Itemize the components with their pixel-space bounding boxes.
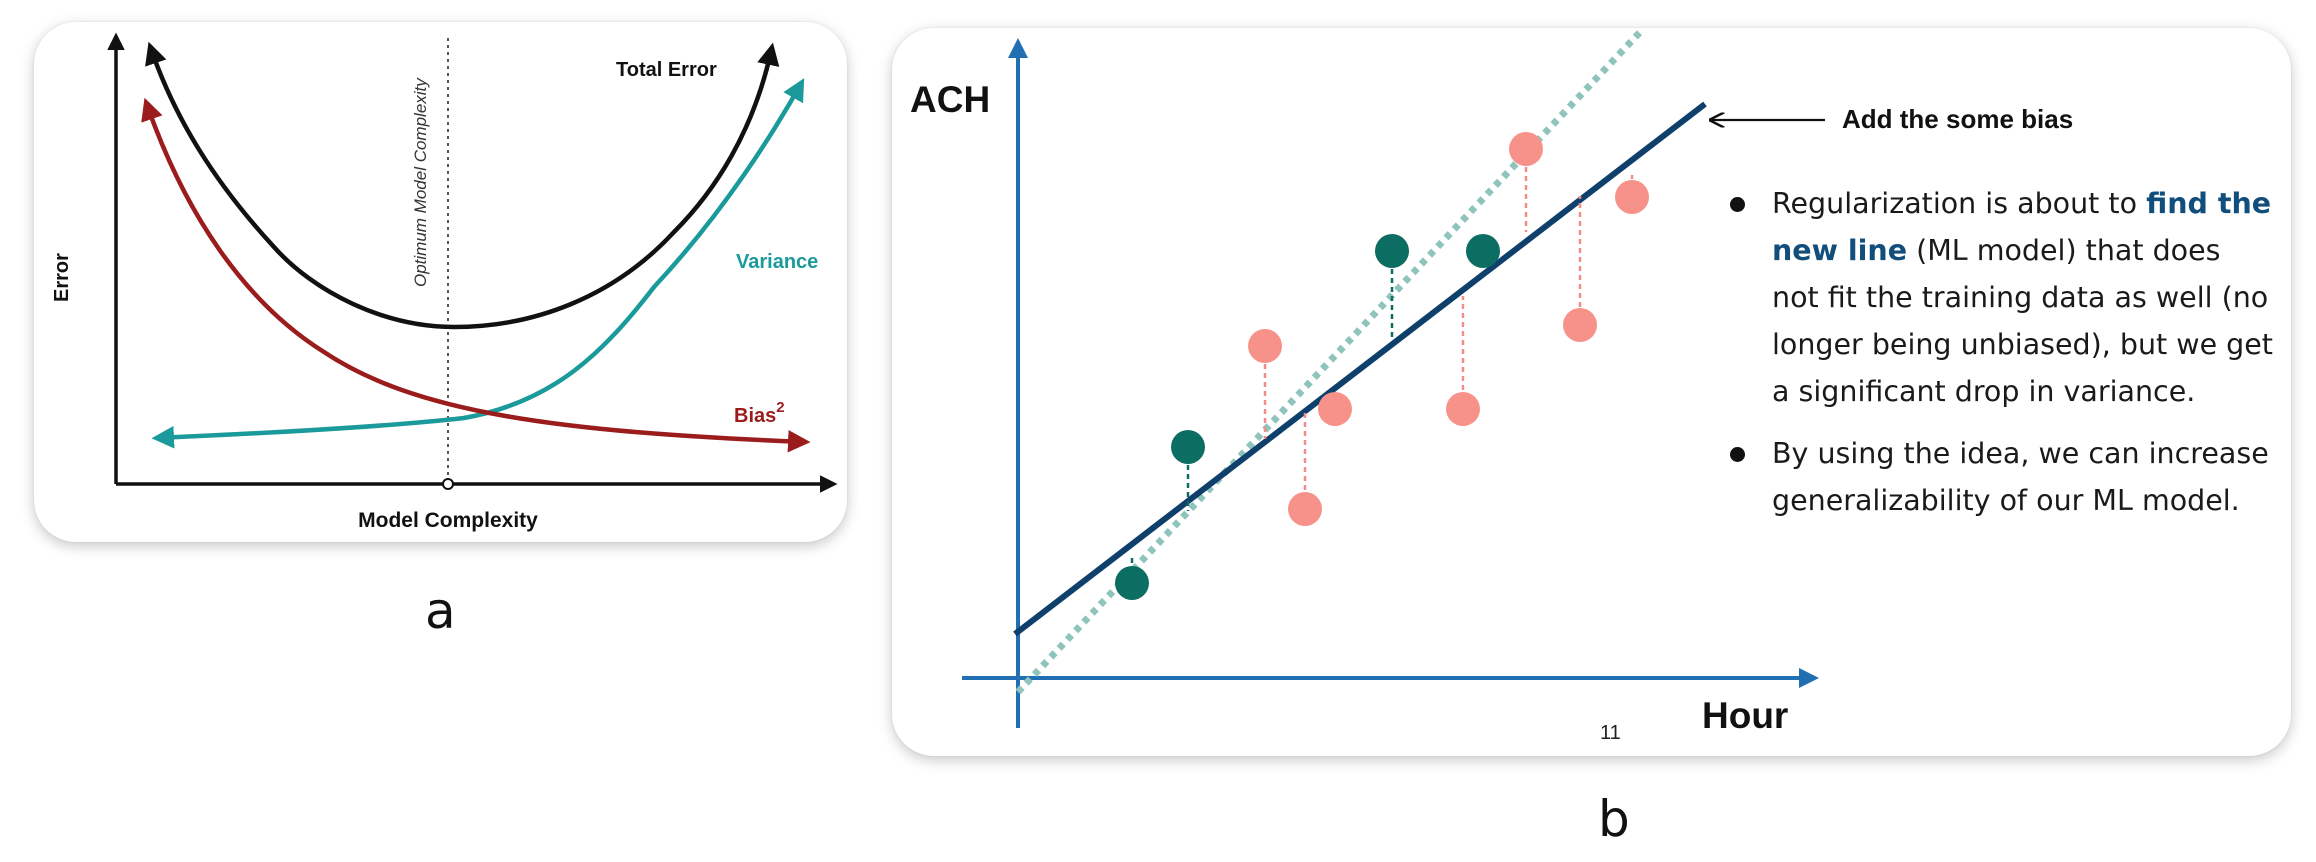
panel-b-card [892,28,2291,756]
test-point [1446,392,1480,426]
bullet-dot [1730,447,1745,462]
model-complexity-label: Model Complexity [358,509,538,532]
test-point [1248,329,1282,363]
test-point [1288,492,1322,526]
test-point [1509,132,1543,166]
new-line [1013,101,1707,637]
ach-axis-label: ACH [910,79,990,120]
bias-label: Bias2 [734,399,785,427]
bullet-item: Regularization is about to find the new … [1730,180,2275,415]
train-point [1375,234,1409,268]
train-point [1115,566,1149,600]
optimum-marker [442,478,454,490]
panel-a-diagram: Optimum Model Complexity Error Model Com… [51,32,838,532]
train-point [1171,430,1205,464]
hour-axis-label: Hour [1702,695,1788,736]
train-point [1466,234,1500,268]
fitted-line [1015,27,1645,695]
bullet-text: (ML model) that does not fit the trainin… [1772,234,2273,408]
caption-a: a [425,582,456,640]
page-number: 11 [1600,722,1621,744]
panel-a-card: Optimum Model Complexity Error Model Com… [34,22,847,542]
bullet-item: By using the idea, we can increase gener… [1730,430,2275,524]
caption-b: b [1598,790,1630,848]
error-axis-label: Error [51,253,73,302]
bullet-text: By using the idea, we can increase gener… [1772,437,2269,517]
test-point [1563,308,1597,342]
highlight-text: find the new line [1772,187,2272,267]
bullet-text: Regularization is about to [1772,187,2147,220]
bullet-dot [1730,197,1745,212]
variance-label: Variance [736,251,818,273]
total-error-label: Total Error [616,59,717,81]
test-point [1615,180,1649,214]
annotation-label: Add the some bias [1842,104,2073,134]
bullet-list: Regularization is about to find the new … [1730,180,2275,539]
bias-curve [141,97,811,453]
test-point [1318,392,1352,426]
